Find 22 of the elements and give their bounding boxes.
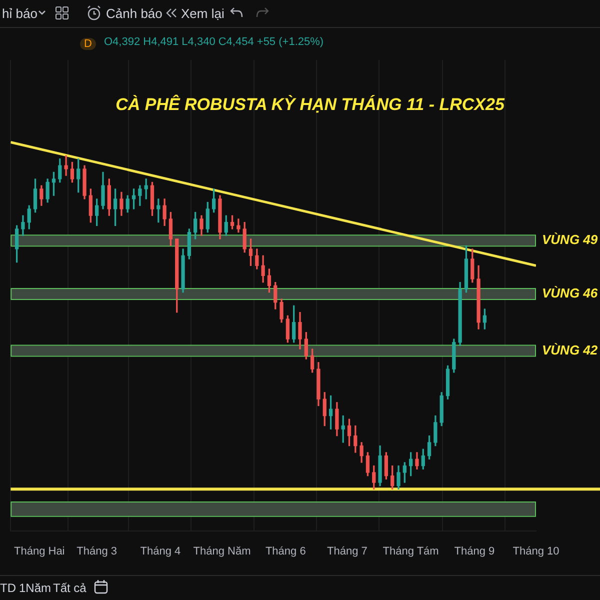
band-label: VÙNG 49 [542,232,598,248]
text: hỉ báo [2,6,38,21]
x-tick-label: Tháng 3 [76,545,118,558]
x-tick-label: Tháng 7 [327,545,368,558]
text: 1Năm [19,581,52,595]
candlestick [64,155,68,176]
chart-title: CÀ PHÊ ROBUSTA KỲ HẠN THÁNG 11 - LRCX25 [114,95,506,115]
text: Xem lại [181,6,224,21]
text: Tất cả [53,581,86,595]
text: D [80,38,96,50]
x-tick-label: Tháng 6 [265,545,306,558]
text: Cảnh báo [106,6,162,21]
text: O4,392 H4,491 L4,340 C4,454 +55 (+1.25%) [104,36,324,48]
x-tick-label: Tháng 4 [140,545,181,558]
x-tick-label: Tháng Tám [382,545,439,558]
band-label: VÙNG 42 [542,342,598,358]
x-tick-label: Tháng Hai [14,545,65,558]
x-tick-label: Tháng 9 [454,545,495,558]
x-tick-label: Tháng 10 [512,545,560,558]
text: TD [0,581,16,595]
band-label: VÙNG 46 [542,286,598,301]
x-tick-label: Tháng Năm [193,545,251,558]
